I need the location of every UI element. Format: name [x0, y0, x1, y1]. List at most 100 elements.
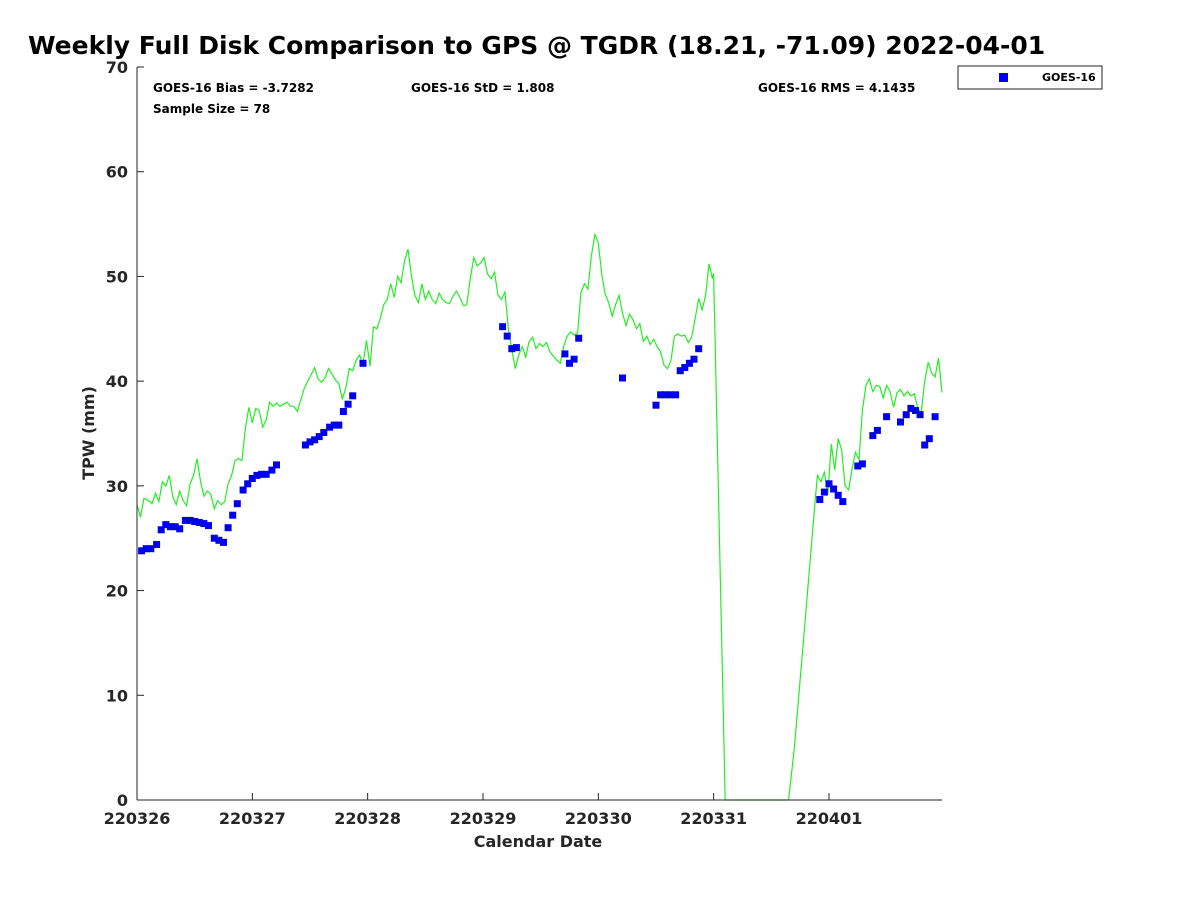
legend-marker-goes-16: [999, 73, 1008, 82]
goes-16-point: [873, 426, 881, 434]
goes-16-point: [883, 413, 891, 421]
statistics: GOES-16 Bias = -3.7282 GOES-16 StD = 1.8…: [153, 81, 915, 116]
goes-16-point: [839, 498, 847, 506]
y-tick-label: 20: [106, 582, 128, 601]
goes-16-point: [921, 441, 929, 449]
goes-16-point: [171, 523, 179, 531]
y-tick-label: 40: [106, 372, 128, 391]
goes-16-point: [191, 518, 199, 525]
goes-16-point: [326, 423, 334, 431]
goes-16-point: [854, 462, 862, 470]
x-tick-label: 220331: [680, 809, 747, 828]
goes-16-point: [142, 545, 150, 553]
goes-16-point: [195, 519, 203, 526]
goes-16-point: [224, 524, 232, 532]
std-stat: GOES-16 StD = 1.808: [411, 81, 554, 95]
goes-16-point: [575, 334, 583, 342]
goes-16-point: [619, 374, 626, 382]
goes-16-point: [248, 475, 256, 482]
goes-16-point: [330, 421, 338, 429]
axes: 0 10 20 30 40 50 60 70 220326 220327 220328 220329…: [104, 58, 942, 828]
goes-16-point: [162, 521, 170, 529]
goes-16-point: [239, 486, 247, 494]
goes-16-point: [685, 359, 693, 367]
goes-16-point: [566, 359, 573, 367]
goes-16-point: [902, 411, 910, 419]
legend-box: [957, 65, 1103, 90]
goes-16-point: [176, 525, 184, 533]
goes-16-point: [306, 438, 314, 446]
goes-16-point: [229, 511, 237, 519]
y-tick-label: 0: [117, 791, 128, 810]
goes-16-point: [907, 404, 915, 412]
goes-16-point: [672, 391, 680, 399]
goes-16-point: [561, 350, 569, 358]
y-tick-label: 60: [106, 163, 128, 182]
goes-16-point: [186, 516, 194, 524]
legend-label-goes-16: GOES-16: [1042, 71, 1096, 84]
bias-stat: GOES-16 Bias = -3.7282: [153, 81, 314, 95]
goes-16-point: [244, 480, 252, 488]
goes-16-point: [816, 496, 824, 503]
goes-16-point: [503, 332, 511, 340]
x-tick-label: 220328: [334, 809, 401, 828]
goes-16-point: [695, 345, 703, 353]
goes-16-point: [258, 470, 266, 478]
goes-16-point: [508, 345, 516, 353]
goes-16-point: [262, 470, 270, 478]
goes-16-point: [157, 526, 165, 534]
goes-16-point: [912, 407, 919, 414]
goes-16-point: [181, 516, 189, 524]
goes-16-point: [205, 522, 212, 530]
goes-16-point: [320, 429, 328, 436]
goes-16-point: [301, 441, 309, 449]
goes-16-point: [153, 541, 161, 548]
y-tick-label: 10: [106, 686, 128, 705]
goes-16-point: [830, 485, 838, 493]
goes-16-point: [253, 471, 261, 479]
x-tick-label: 220401: [796, 809, 863, 828]
legend: GOES-16: [957, 65, 1103, 90]
x-tick-label: 220330: [565, 809, 632, 828]
gps-series: [136, 232, 943, 801]
goes-16-point: [344, 400, 352, 408]
goes-16-point: [359, 359, 367, 367]
gps-line: [136, 232, 943, 801]
goes-16-point: [666, 391, 674, 399]
y-tick-label: 70: [106, 58, 128, 77]
rms-stat: GOES-16 RMS = 4.1435: [758, 81, 915, 95]
goes-16-series: [138, 323, 939, 555]
y-axis-label: TPW (mm): [79, 386, 98, 480]
x-axis-label: Calendar Date: [474, 832, 603, 851]
goes-16-point: [268, 466, 276, 474]
goes-16-point: [820, 488, 828, 496]
goes-16-point: [690, 355, 698, 363]
goes-16-point: [220, 538, 227, 546]
goes-16-point: [273, 461, 280, 469]
goes-16-point: [652, 401, 660, 409]
chart-title: Weekly Full Disk Comparison to GPS @ TGD…: [28, 31, 1045, 60]
goes-16-point: [858, 460, 866, 468]
goes-16-point: [315, 433, 323, 441]
goes-16-point: [676, 367, 684, 375]
goes-16-point: [166, 523, 174, 531]
goes-16-point: [925, 435, 933, 443]
goes-16-point: [311, 436, 319, 444]
goes-16-point: [215, 536, 223, 544]
goes-16-point: [349, 392, 357, 400]
goes-16-point: [138, 547, 146, 555]
goes-16-point: [916, 411, 924, 419]
x-ticks: 220326 220327 220328 220329 220330 220331 2204…: [104, 793, 863, 828]
goes-16-point: [834, 491, 842, 499]
goes-16-point: [499, 323, 507, 331]
y-tick-label: 30: [106, 477, 128, 496]
goes-16-point: [147, 545, 155, 553]
goes-16-point: [233, 500, 241, 508]
x-tick-label: 220326: [104, 809, 171, 828]
goes-16-point: [335, 421, 343, 429]
y-ticks: 0 10 20 30 40 50 60 70: [106, 58, 144, 810]
goes-16-point: [339, 408, 347, 415]
goes-16-point: [681, 364, 689, 371]
x-tick-label: 220327: [219, 809, 286, 828]
